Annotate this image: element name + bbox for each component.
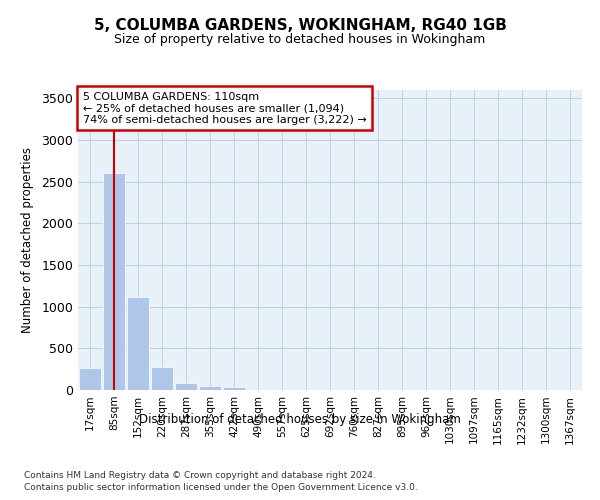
Bar [223,386,245,390]
Y-axis label: Number of detached properties: Number of detached properties [22,147,34,333]
Bar [175,382,197,390]
Bar [151,366,173,390]
Text: Contains HM Land Registry data © Crown copyright and database right 2024.: Contains HM Land Registry data © Crown c… [24,471,376,480]
Text: Contains public sector information licensed under the Open Government Licence v3: Contains public sector information licen… [24,484,418,492]
Bar [79,368,101,390]
Bar [199,386,221,390]
Text: Distribution of detached houses by size in Wokingham: Distribution of detached houses by size … [139,412,461,426]
Text: Size of property relative to detached houses in Wokingham: Size of property relative to detached ho… [115,32,485,46]
Bar [127,296,149,390]
Text: 5, COLUMBA GARDENS, WOKINGHAM, RG40 1GB: 5, COLUMBA GARDENS, WOKINGHAM, RG40 1GB [94,18,506,32]
Text: 5 COLUMBA GARDENS: 110sqm
← 25% of detached houses are smaller (1,094)
74% of se: 5 COLUMBA GARDENS: 110sqm ← 25% of detac… [83,92,367,124]
Bar [103,174,125,390]
